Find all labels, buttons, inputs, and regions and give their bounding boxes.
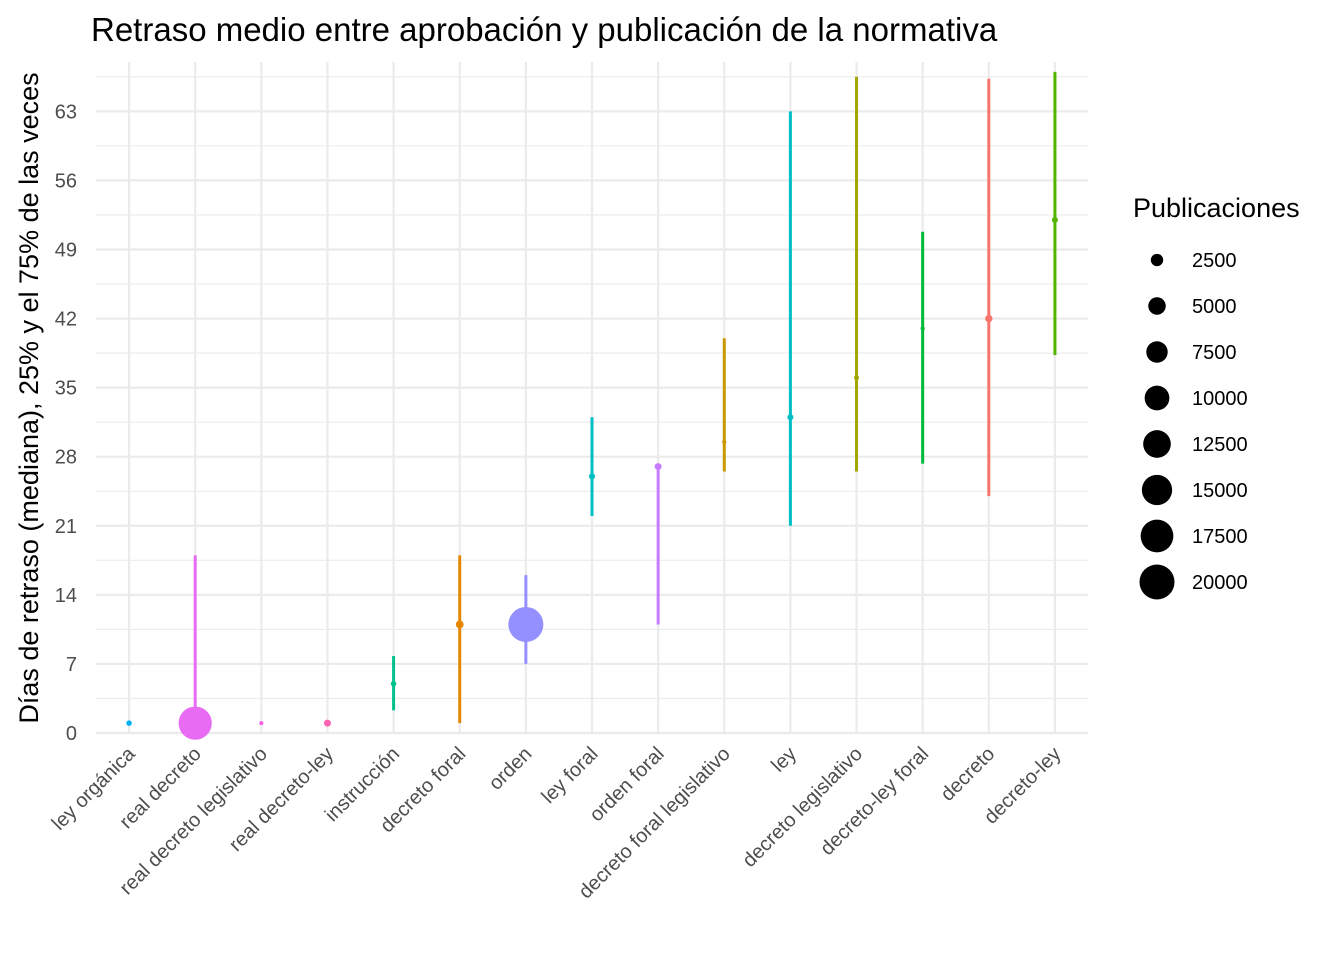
legend-key bbox=[1144, 385, 1170, 411]
y-tick-label: 28 bbox=[55, 447, 77, 469]
points bbox=[126, 216, 1058, 740]
x-tick-label: decreto bbox=[937, 743, 1000, 806]
y-axis-label: Días de retraso (mediana), 25% y el 75% … bbox=[14, 72, 44, 723]
data-point bbox=[178, 706, 212, 740]
y-tick-label: 56 bbox=[55, 170, 77, 192]
data-point bbox=[390, 680, 397, 687]
legend-label: 12500 bbox=[1192, 434, 1248, 456]
data-point bbox=[1051, 216, 1058, 223]
data-point bbox=[985, 314, 993, 323]
legend-label: 10000 bbox=[1192, 388, 1248, 410]
legend-label: 15000 bbox=[1192, 480, 1248, 502]
legend-key bbox=[1146, 341, 1168, 363]
data-point bbox=[259, 720, 264, 726]
x-tick-label: orden bbox=[485, 743, 537, 795]
data-point bbox=[455, 620, 464, 629]
y-tick-label: 42 bbox=[55, 309, 77, 331]
legend: Publicaciones 2500 5000 7500 10000 12500 1500… bbox=[1133, 193, 1300, 600]
x-tick-label: decreto legislativo bbox=[738, 743, 867, 872]
y-tick-label: 7 bbox=[66, 654, 77, 676]
y-tick-label: 0 bbox=[66, 723, 77, 745]
legend-label: 5000 bbox=[1192, 296, 1237, 318]
data-point bbox=[722, 439, 727, 445]
y-tick-label: 63 bbox=[55, 101, 77, 123]
grid bbox=[96, 62, 1088, 735]
legend-items: 2500 5000 7500 10000 12500 15000 17500 20000 bbox=[1139, 250, 1248, 600]
chart-title: Retraso medio entre aprobación y publica… bbox=[91, 11, 998, 48]
legend-key bbox=[1143, 430, 1171, 458]
legend-label: 20000 bbox=[1192, 572, 1248, 594]
x-tick-label: ley foral bbox=[537, 743, 602, 808]
error-bars bbox=[193, 71, 1057, 733]
data-point bbox=[654, 463, 662, 471]
legend-key bbox=[1141, 474, 1173, 506]
legend-label: 2500 bbox=[1192, 250, 1237, 272]
legend-title: Publicaciones bbox=[1133, 193, 1300, 223]
data-point bbox=[787, 414, 794, 421]
legend-key bbox=[1148, 297, 1166, 315]
legend-key bbox=[1139, 564, 1175, 600]
y-tick-label: 35 bbox=[55, 378, 77, 400]
legend-key bbox=[1150, 253, 1164, 267]
legend-label: 7500 bbox=[1192, 342, 1237, 364]
data-point bbox=[126, 720, 132, 726]
x-tick-label: ley bbox=[767, 743, 801, 777]
y-tick-label: 14 bbox=[55, 585, 77, 607]
legend-label: 17500 bbox=[1192, 526, 1248, 548]
legend-key bbox=[1140, 519, 1174, 553]
data-point bbox=[854, 375, 860, 381]
data-point bbox=[920, 326, 925, 331]
data-point bbox=[588, 473, 596, 480]
data-point bbox=[323, 719, 331, 727]
y-tick-label: 21 bbox=[55, 516, 77, 538]
y-tick-labels: 0 7 14 21 28 35 42 49 56 63 bbox=[55, 101, 77, 745]
y-tick-label: 49 bbox=[55, 239, 77, 261]
data-point bbox=[508, 606, 544, 642]
